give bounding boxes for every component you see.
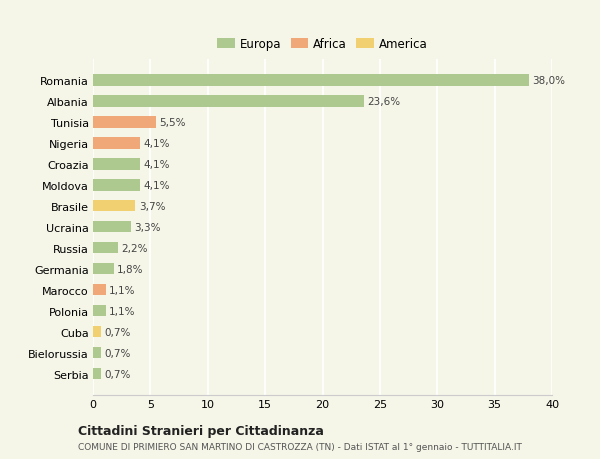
Bar bbox=[93, 347, 101, 358]
Bar bbox=[93, 75, 529, 86]
Text: 1,1%: 1,1% bbox=[109, 285, 136, 295]
Bar bbox=[93, 368, 101, 380]
Text: 1,8%: 1,8% bbox=[117, 264, 143, 274]
Text: 23,6%: 23,6% bbox=[367, 96, 400, 106]
Legend: Europa, Africa, America: Europa, Africa, America bbox=[215, 35, 430, 53]
Text: 38,0%: 38,0% bbox=[532, 76, 565, 86]
Bar bbox=[93, 179, 140, 191]
Text: 3,3%: 3,3% bbox=[134, 222, 161, 232]
Bar bbox=[93, 242, 118, 254]
Text: 4,1%: 4,1% bbox=[143, 139, 170, 148]
Bar bbox=[93, 159, 140, 170]
Text: 0,7%: 0,7% bbox=[104, 369, 131, 379]
Text: COMUNE DI PRIMIERO SAN MARTINO DI CASTROZZA (TN) - Dati ISTAT al 1° gennaio - TU: COMUNE DI PRIMIERO SAN MARTINO DI CASTRO… bbox=[78, 442, 522, 451]
Bar bbox=[93, 138, 140, 149]
Text: 3,7%: 3,7% bbox=[139, 202, 166, 211]
Bar bbox=[93, 117, 156, 128]
Bar bbox=[93, 221, 131, 233]
Text: 4,1%: 4,1% bbox=[143, 159, 170, 169]
Text: 1,1%: 1,1% bbox=[109, 306, 136, 316]
Text: 0,7%: 0,7% bbox=[104, 348, 131, 358]
Text: 0,7%: 0,7% bbox=[104, 327, 131, 337]
Bar bbox=[93, 96, 364, 107]
Text: Cittadini Stranieri per Cittadinanza: Cittadini Stranieri per Cittadinanza bbox=[78, 424, 324, 437]
Text: 2,2%: 2,2% bbox=[122, 243, 148, 253]
Bar bbox=[93, 284, 106, 296]
Text: 4,1%: 4,1% bbox=[143, 180, 170, 190]
Bar bbox=[93, 305, 106, 317]
Bar bbox=[93, 263, 113, 275]
Bar bbox=[93, 326, 101, 338]
Bar bbox=[93, 201, 136, 212]
Text: 5,5%: 5,5% bbox=[160, 118, 186, 128]
